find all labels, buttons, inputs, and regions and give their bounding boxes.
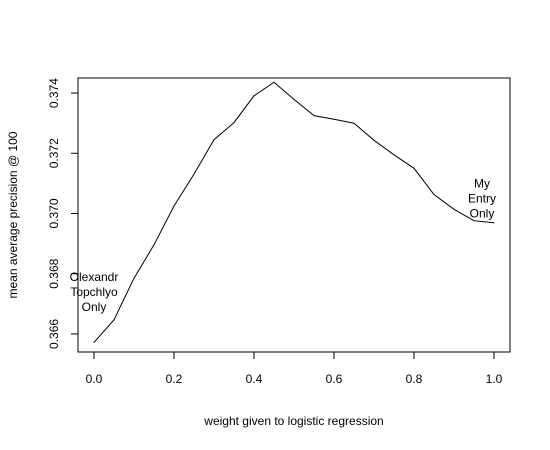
x-tick-label: 0.8 (406, 372, 423, 386)
data-point (413, 167, 415, 169)
data-point (273, 81, 275, 83)
data-point (433, 194, 435, 196)
annotation-text: Only (470, 206, 495, 220)
y-axis: 0.366 0.368 0.370 0.372 0.374 (47, 78, 79, 349)
series-line (93, 81, 495, 343)
data-point (493, 222, 495, 224)
annotation-text: Only (82, 300, 107, 314)
x-tick-label: 0.2 (166, 372, 183, 386)
plot-box (77, 77, 511, 353)
data-point (173, 205, 175, 207)
y-tick-label: 0.366 (47, 319, 61, 349)
x-tick-label: 0.6 (326, 372, 343, 386)
y-tick-label: 0.372 (47, 138, 61, 168)
x-tick-label: 1.0 (486, 372, 503, 386)
data-point (153, 244, 155, 246)
data-point (293, 98, 295, 100)
data-point (233, 122, 235, 124)
y-tick-label: 0.368 (47, 258, 61, 288)
data-point (213, 139, 215, 141)
data-point (313, 115, 315, 117)
annotation-text: Entry (468, 191, 496, 205)
annotation-text: Topchlyo (70, 285, 118, 299)
data-point (93, 341, 95, 343)
data-point (453, 208, 455, 210)
data-point (133, 277, 135, 279)
y-tick-label: 0.370 (47, 198, 61, 228)
series-points (93, 81, 495, 343)
data-point (393, 154, 395, 156)
data-point (473, 220, 475, 222)
x-axis: 0.0 0.2 0.4 0.6 0.8 1.0 (86, 351, 503, 386)
x-tick-label: 0.4 (246, 372, 263, 386)
data-point (353, 122, 355, 124)
annotation-text: Olexandr (70, 270, 119, 284)
x-tick-label: 0.0 (86, 372, 103, 386)
y-tick-label: 0.374 (47, 78, 61, 108)
data-point (373, 139, 375, 141)
annotation-text: My (474, 176, 490, 190)
data-point (333, 118, 335, 120)
data-point (193, 173, 195, 175)
data-point (253, 95, 255, 97)
y-axis-title: mean average precision @ 100 (6, 131, 20, 298)
x-axis-title: weight given to logistic regression (203, 414, 383, 428)
data-point (113, 319, 115, 321)
